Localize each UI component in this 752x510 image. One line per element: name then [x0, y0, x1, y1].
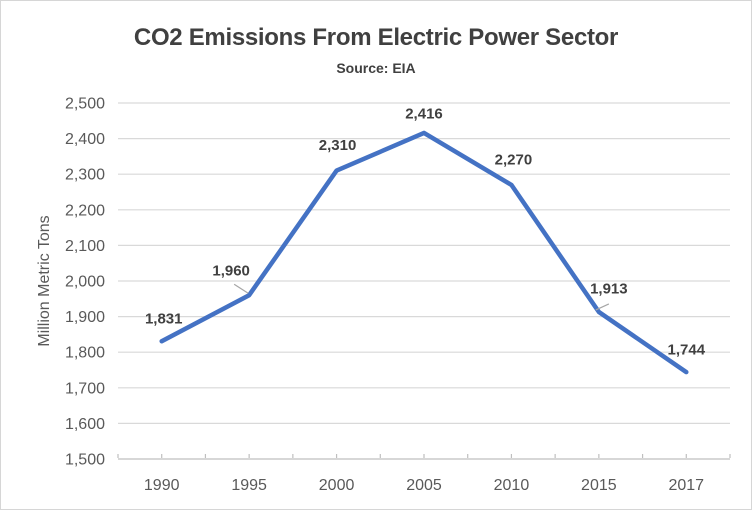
data-label-leader-line — [233, 283, 249, 294]
x-axis-category-label: 2005 — [406, 477, 442, 494]
x-axis-category-label: 1995 — [231, 477, 267, 494]
y-axis-tick-label: 1,500 — [65, 452, 105, 469]
x-axis-category-label: 1990 — [144, 477, 180, 494]
data-point-label: 1,960 — [212, 263, 250, 280]
data-point-label: 2,416 — [405, 105, 443, 122]
data-label-leader-line — [595, 303, 610, 311]
y-axis-tick-label: 1,700 — [65, 380, 105, 397]
x-axis-category-label: 2015 — [581, 477, 617, 494]
chart-title: CO2 Emissions From Electric Power Sector — [133, 24, 619, 51]
emissions-series-line — [159, 130, 689, 375]
y-axis-tick-label: 2,100 — [65, 238, 105, 255]
y-axis-tick-label: 2,500 — [65, 96, 105, 113]
data-point-label: 2,270 — [495, 151, 533, 168]
chart-subtitle: Source: EIA — [336, 60, 416, 76]
y-axis-tick-label: 1,600 — [65, 416, 105, 433]
x-axis-category-label: 2010 — [494, 477, 530, 494]
y-axis-tick-label: 2,200 — [65, 202, 105, 219]
data-point-label: 1,744 — [668, 342, 706, 359]
y-axis-tick-label: 2,300 — [65, 167, 105, 184]
y-axis-tick-label: 2,400 — [65, 131, 105, 148]
x-axis-category-label: 2000 — [319, 477, 355, 494]
data-point-label: 1,913 — [590, 280, 628, 297]
y-axis-tick-label: 1,800 — [65, 345, 105, 362]
y-axis-tick-label: 2,000 — [65, 274, 105, 291]
data-point-label: 1,831 — [145, 311, 183, 328]
data-point-label: 2,310 — [319, 137, 357, 154]
y-axis-tick-label: 1,900 — [65, 309, 105, 326]
x-axis-category-label: 2017 — [668, 477, 704, 494]
